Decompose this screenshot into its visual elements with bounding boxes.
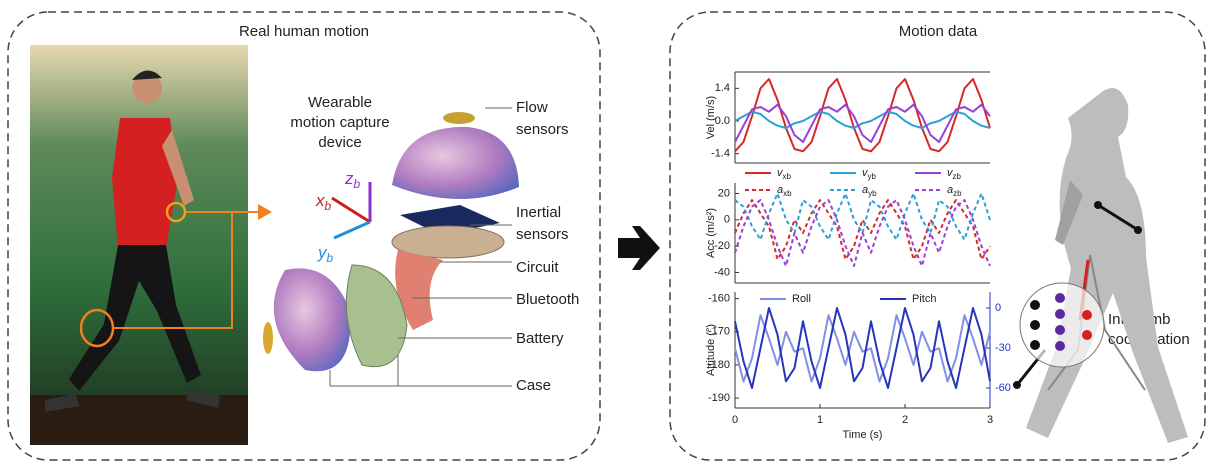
legend-subscript: yb <box>868 189 877 198</box>
photo <box>30 45 272 445</box>
device-illustration <box>263 108 519 386</box>
x-tick-label: 2 <box>902 414 908 426</box>
axis-letter: z <box>344 169 354 188</box>
y-axis-label: Attitude (°) <box>705 324 717 376</box>
legend-name: Pitch <box>912 293 936 305</box>
legend-subscript: yb <box>868 172 877 181</box>
x-axis-label: Time (s) <box>843 429 883 441</box>
panel-title: Motion data <box>899 23 978 40</box>
y-tick-label: 1.4 <box>715 82 730 94</box>
y-axis-label: Acc (m/s²) <box>705 208 717 258</box>
y-axis-label: Vel (m/s) <box>705 96 717 139</box>
y2-tick-label: -60 <box>995 382 1011 394</box>
legend-subscript: xb <box>783 172 792 181</box>
data-line <box>735 200 990 266</box>
data-line <box>735 112 990 128</box>
x-tick-label: 0 <box>732 414 738 426</box>
device-label: motion capture <box>290 114 389 131</box>
y-tick-label: 0 <box>724 214 730 226</box>
legend-subscript: xb <box>783 189 792 198</box>
legend-subscript: zb <box>953 189 962 198</box>
legend-label: azb <box>947 184 962 198</box>
legend-label: ayb <box>862 184 877 198</box>
part-label: sensors <box>516 121 569 138</box>
part-label: Bluetooth <box>516 291 579 308</box>
part-label: Circuit <box>516 259 559 276</box>
device-label: Wearable <box>308 94 372 111</box>
figure: Real human motion Motion data Wearable mo… <box>0 0 1213 468</box>
legend-name: Roll <box>792 293 811 305</box>
axis-subscript: b <box>327 251 334 265</box>
legend-label: vyb <box>862 167 877 181</box>
axis-letter: xb <box>315 191 332 213</box>
legend-label: Pitch <box>912 293 936 305</box>
part-label: Case <box>516 377 551 394</box>
legend-subscript: zb <box>953 172 962 181</box>
page: Real human motion Motion data Wearable mo… <box>0 0 1213 468</box>
axis-letter: x <box>315 191 325 210</box>
y2-tick-label: -30 <box>995 342 1011 354</box>
x-tick-label: 1 <box>817 414 823 426</box>
y-tick-label: -190 <box>708 392 730 404</box>
x-tick-label: 3 <box>987 414 993 426</box>
device-label: device <box>318 134 361 151</box>
y-tick-label: -1.4 <box>711 148 730 160</box>
y-tick-label: -40 <box>714 266 730 278</box>
body-illustration <box>1013 88 1188 443</box>
y-tick-label: 0.0 <box>715 115 730 127</box>
y-tick-label: -160 <box>708 293 730 305</box>
panel-title: Real human motion <box>239 23 369 40</box>
part-label: Inertial <box>516 204 561 221</box>
arrow <box>618 226 660 270</box>
axis-letter: zb <box>344 169 361 191</box>
part-label: sensors <box>516 226 569 243</box>
legend-label: vxb <box>777 167 792 181</box>
part-label: Battery <box>516 330 564 347</box>
y-tick-label: 20 <box>718 187 730 199</box>
legend-label: Roll <box>792 293 811 305</box>
legend-label: vzb <box>947 167 962 181</box>
data-line <box>735 308 990 388</box>
axis-subscript: b <box>325 199 332 213</box>
part-label: Flow <box>516 99 548 116</box>
data-line <box>735 79 990 151</box>
axis-letter: yb <box>317 243 334 265</box>
y2-tick-label: 0 <box>995 302 1001 314</box>
axis-subscript: b <box>354 177 361 191</box>
